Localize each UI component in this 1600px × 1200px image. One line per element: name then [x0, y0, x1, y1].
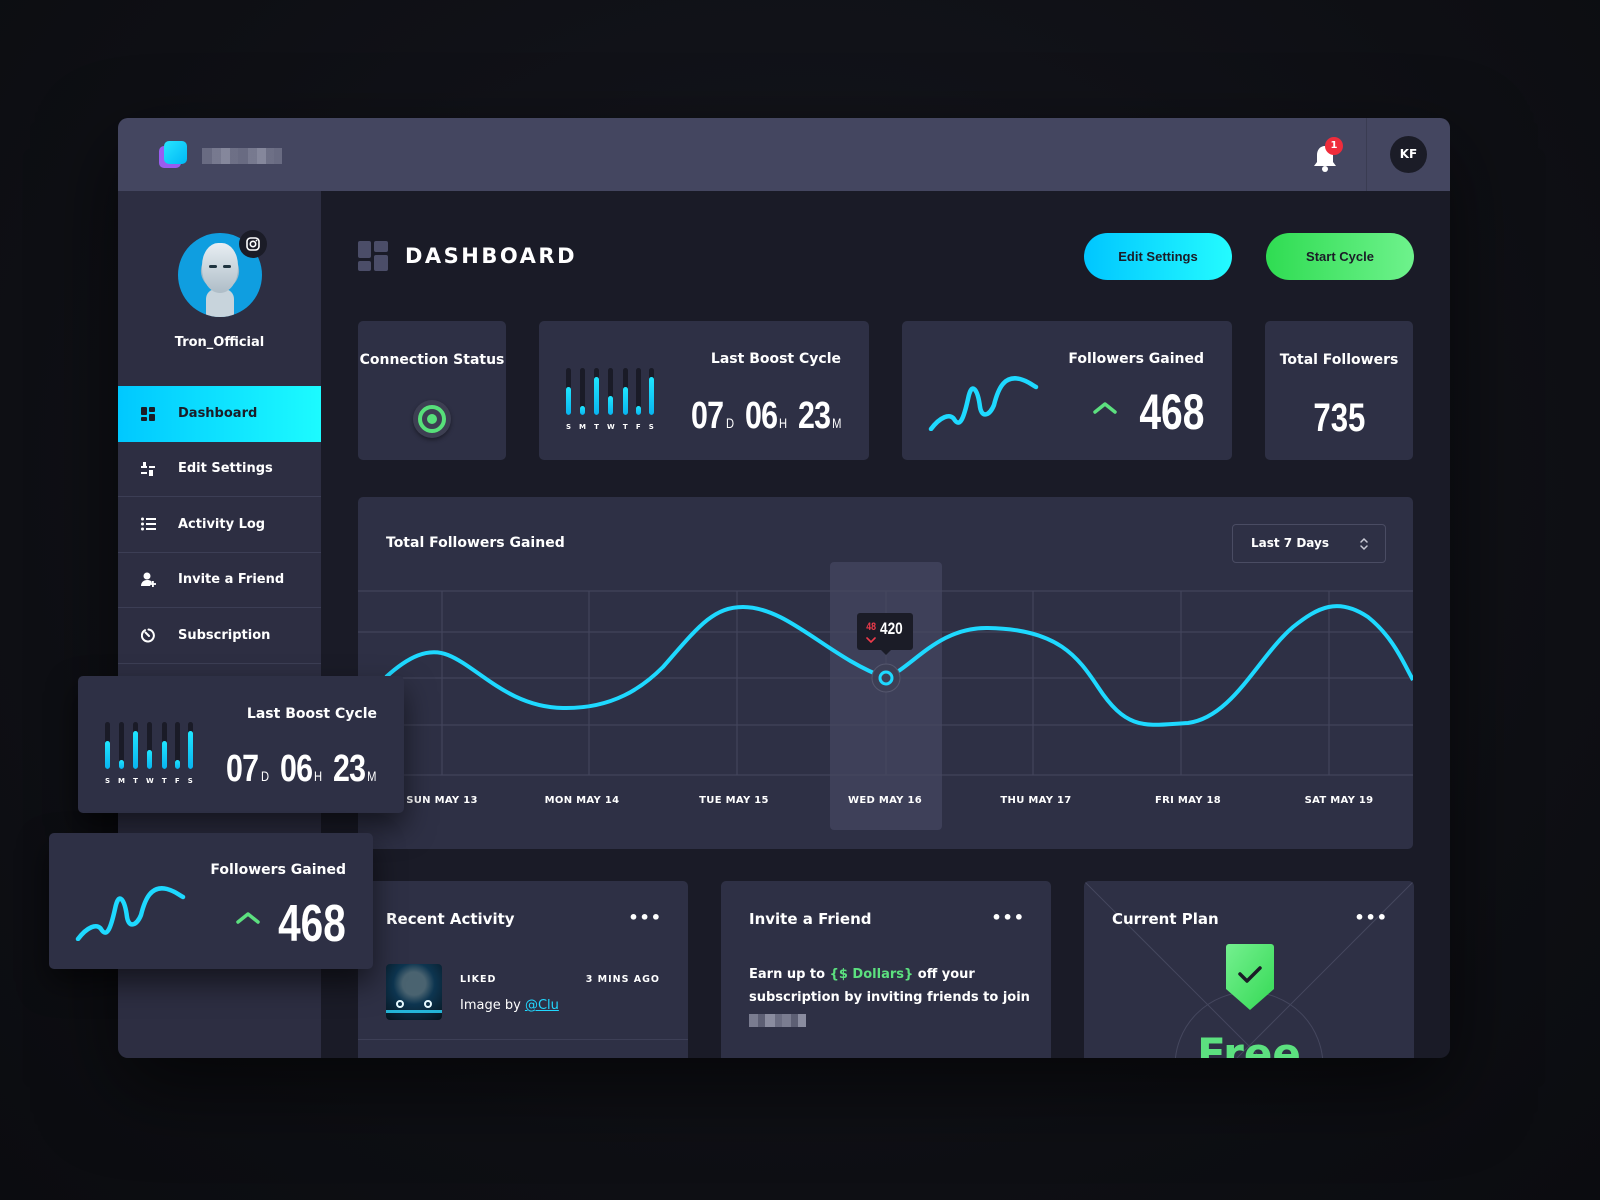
sparkline-chart	[75, 886, 186, 941]
more-options-icon[interactable]: •••	[991, 908, 1025, 927]
last-boost-cycle-card: S M T W T F S Last Boost Cycle 07 D 06 H 2…	[539, 321, 869, 460]
connection-indicator-icon	[413, 400, 451, 438]
plan-name: Free	[1197, 1029, 1301, 1058]
instagram-icon[interactable]	[239, 230, 267, 258]
floating-followers-gained-card: Followers Gained 468	[49, 833, 373, 969]
card-title: Followers Gained	[1068, 351, 1204, 367]
sidebar-item-label: Activity Log	[178, 516, 266, 532]
profile-username: Tron_Official	[174, 335, 265, 350]
followers-gained-card: Followers Gained 468	[902, 321, 1232, 460]
card-title: Followers Gained	[210, 862, 346, 878]
card-title: Current Plan	[1112, 910, 1219, 928]
tooltip-delta: 48	[866, 621, 877, 633]
more-options-icon[interactable]: •••	[628, 908, 662, 927]
timer-icon	[140, 627, 156, 643]
sidebar-item-label: Subscription	[178, 627, 271, 643]
top-bar: 1 KF	[118, 118, 1450, 191]
brand-name-redacted	[202, 148, 282, 164]
divider	[358, 1039, 688, 1040]
x-axis-label: TUE MAY 15	[699, 795, 769, 806]
x-axis-label: THU MAY 17	[1000, 795, 1072, 806]
activity-thumbnail[interactable]	[386, 964, 442, 1020]
x-axis-label: FRI MAY 18	[1154, 795, 1222, 806]
user-link[interactable]: @Clu	[524, 998, 559, 1013]
x-axis-label: MON MAY 14	[544, 795, 620, 806]
followers-gained-value: 468	[278, 895, 346, 953]
divider	[1366, 118, 1367, 191]
total-followers-value: 735	[1312, 396, 1366, 440]
main-content: DASHBOARD Edit Settings Start Cycle Conn…	[321, 191, 1450, 1058]
date-range-select[interactable]: Last 7 Days	[1232, 524, 1386, 563]
card-title: Connection Status	[359, 352, 505, 368]
followers-gained-value: 468	[1138, 384, 1204, 440]
x-axis-label: WED MAY 16	[847, 795, 922, 806]
trend-down-icon	[866, 637, 876, 643]
current-plan-card: Current Plan ••• Free	[1084, 881, 1414, 1058]
sidebar-item-invite-friend[interactable]: Invite a Friend	[118, 553, 321, 608]
start-cycle-button[interactable]: Start Cycle	[1266, 233, 1414, 280]
dashboard-grid-icon	[358, 241, 388, 271]
sidebar-nav: Dashboard Edit Settings Activity Log Inv…	[118, 386, 321, 664]
sliders-icon	[140, 461, 156, 477]
chart-title: Total Followers Gained	[386, 535, 565, 551]
activity-text: Image by @Clu	[460, 998, 559, 1013]
logo-icon[interactable]	[159, 140, 189, 170]
sidebar-item-label: Edit Settings	[178, 461, 273, 477]
app-window: 1 KF Tron_Official Dashboard	[118, 118, 1450, 1058]
activity-action: LIKED	[460, 974, 497, 985]
sidebar-item-subscription[interactable]: Subscription	[118, 608, 321, 664]
list-icon	[140, 516, 156, 532]
chevron-updown-icon	[1360, 537, 1368, 551]
trend-up-icon	[1093, 402, 1117, 414]
followers-chart-card: Total Followers Gained Last 7 Days	[358, 497, 1413, 849]
boost-timer: 07 D 06 H 23 M	[226, 748, 377, 790]
x-axis-label: SAT MAY 19	[1304, 795, 1374, 806]
line-chart	[358, 590, 1413, 776]
user-plus-icon	[140, 572, 156, 588]
weekly-bars: S M T W T F S	[105, 722, 193, 785]
sidebar-item-edit-settings[interactable]: Edit Settings	[118, 442, 321, 497]
page-title: DASHBOARD	[405, 244, 578, 268]
trend-up-icon	[236, 912, 260, 924]
sidebar-item-dashboard[interactable]: Dashboard	[118, 386, 321, 442]
card-title: Total Followers	[1279, 352, 1399, 368]
x-axis-label: SUN MAY 13	[406, 795, 478, 806]
sidebar-item-activity-log[interactable]: Activity Log	[118, 497, 321, 553]
invite-description: Earn up to {$ Dollars} off your subscrip…	[749, 963, 1039, 1032]
card-title: Last Boost Cycle	[710, 351, 841, 367]
edit-settings-button[interactable]: Edit Settings	[1084, 233, 1232, 280]
weekly-bars: S M T W T F S	[566, 368, 654, 431]
shield-check-icon	[1226, 944, 1274, 1010]
more-options-icon[interactable]: •••	[1354, 908, 1388, 927]
invite-friend-card: Invite a Friend ••• Earn up to {$ Dollar…	[721, 881, 1051, 1058]
notification-badge: 1	[1325, 137, 1343, 155]
user-avatar[interactable]: KF	[1390, 136, 1427, 173]
activity-time: 3 MINS AGO	[585, 974, 660, 985]
card-title: Recent Activity	[386, 910, 515, 928]
connection-status-card: Connection Status	[358, 321, 506, 460]
sidebar-item-label: Dashboard	[178, 406, 258, 422]
sparkline-chart	[928, 376, 1039, 431]
chart-tooltip: 48 420	[857, 613, 913, 655]
recent-activity-card: Recent Activity ••• LIKED 3 MINS AGO Ima…	[358, 881, 688, 1058]
boost-timer: 07 D 06 H 23 M	[691, 395, 842, 437]
card-title: Last Boost Cycle	[246, 706, 377, 722]
brand-name-redacted	[749, 1014, 806, 1027]
total-followers-card: Total Followers 735	[1265, 321, 1413, 460]
grid-icon	[140, 406, 156, 422]
sidebar-item-label: Invite a Friend	[178, 572, 285, 588]
floating-last-boost-card: S M T W T F S Last Boost Cycle 07 D 06 H 2…	[78, 676, 404, 813]
card-title: Invite a Friend	[749, 910, 872, 928]
tooltip-value: 420	[880, 619, 903, 638]
